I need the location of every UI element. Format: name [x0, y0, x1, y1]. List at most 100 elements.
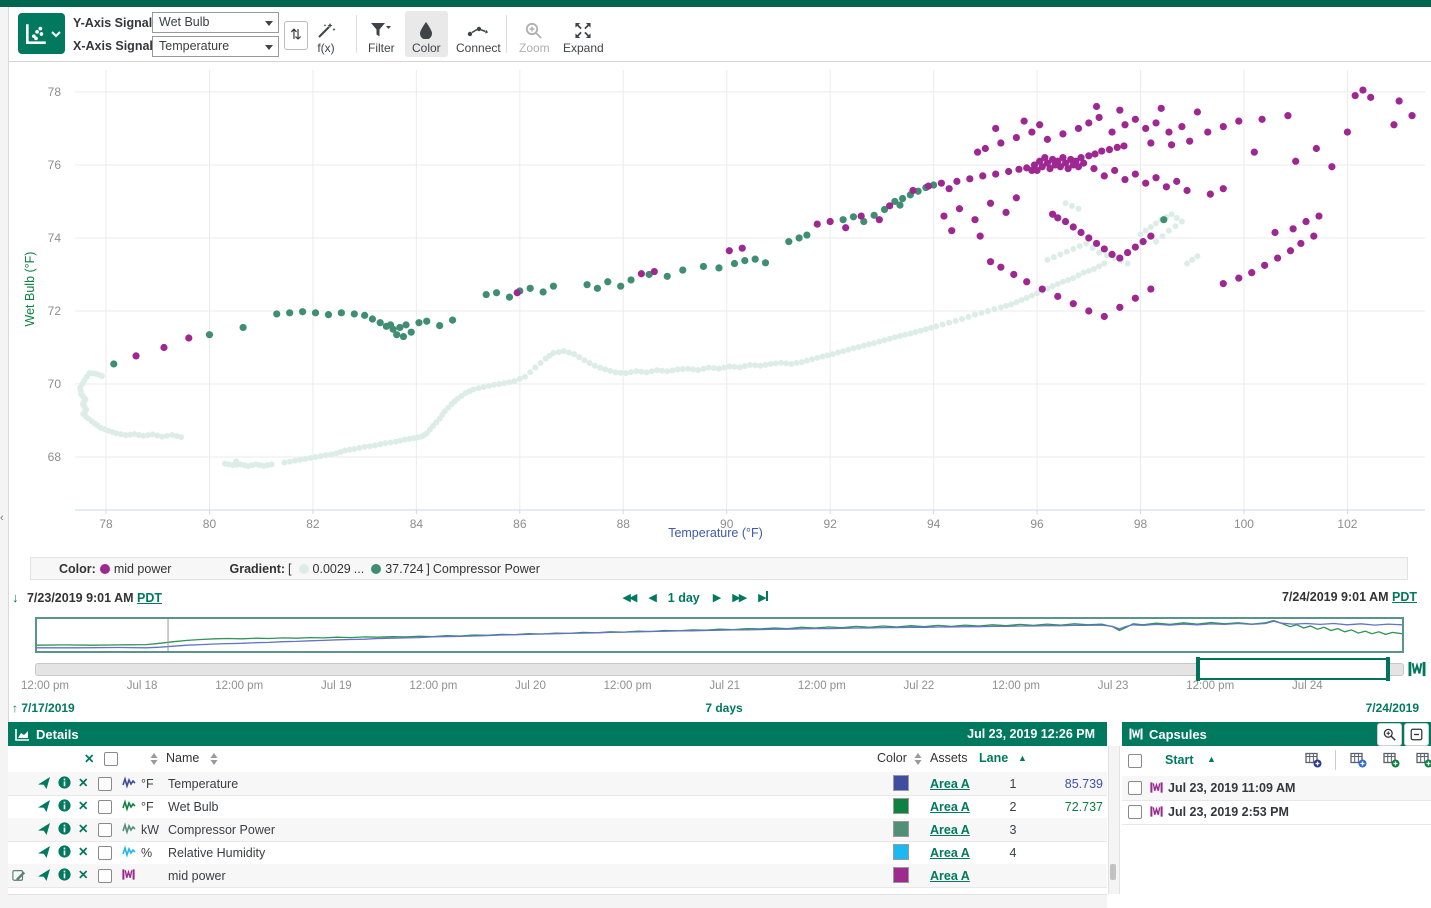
details-horizontal-scrollbar[interactable] [8, 894, 1107, 908]
info-icon[interactable] [58, 822, 71, 838]
row-checkbox[interactable] [98, 777, 112, 791]
asset-link[interactable]: Area A [930, 823, 970, 837]
step-back-button[interactable]: ◀ [648, 592, 657, 604]
left-collapse-rail[interactable]: ‹ [0, 7, 9, 908]
timeline-preview[interactable] [35, 617, 1404, 653]
range-start-timezone-link[interactable]: PDT [137, 591, 163, 605]
collapse-left-icon[interactable]: ‹ [0, 512, 4, 524]
capsule-checkbox[interactable] [1128, 805, 1142, 819]
svg-text:84: 84 [410, 517, 424, 531]
color-swatch[interactable] [893, 775, 909, 791]
remove-all-icon[interactable]: ✕ [84, 752, 95, 766]
step-to-end-button[interactable]: ▶ [758, 589, 768, 607]
filter-button[interactable]: Filter [361, 11, 402, 57]
info-icon[interactable] [58, 776, 71, 792]
color-swatch[interactable] [893, 821, 909, 837]
swap-axes-button[interactable]: ⇅ [284, 21, 308, 50]
row-checkbox[interactable] [98, 846, 112, 860]
info-icon[interactable] [58, 868, 71, 884]
pin-to-trend-icon[interactable] [37, 845, 51, 862]
row-checkbox[interactable] [98, 800, 112, 814]
x-axis-title: Temperature (°F) [668, 526, 763, 540]
window-right-handle[interactable] [1386, 657, 1390, 681]
edit-pencil-icon[interactable] [12, 868, 26, 885]
x-axis-signal-select[interactable]: Temperature [152, 36, 279, 57]
zoom-label: Zoom [519, 41, 550, 55]
color-swatch[interactable] [893, 867, 909, 883]
scrollbar-handle[interactable] [1110, 864, 1116, 880]
fx-tool-button[interactable]: f(x) [309, 11, 343, 57]
pin-to-trend-icon[interactable] [37, 776, 51, 793]
display-range-bar: ↓ 7/23/2019 9:01 AM PDT ◀◀ ◀ 1 day ▶ ▶▶ … [0, 588, 1431, 610]
add-column-blue-button[interactable] [1350, 752, 1367, 771]
column-lane-sorted[interactable]: Lane [979, 751, 1009, 765]
add-column-green-button-2[interactable] [1416, 752, 1431, 771]
zoom-button-disabled[interactable]: Zoom [512, 11, 557, 57]
pin-to-trend-icon[interactable] [37, 799, 51, 816]
color-swatch[interactable] [893, 844, 909, 860]
capsule-time-toggle[interactable] [1408, 660, 1426, 683]
column-assets[interactable]: Assets [930, 751, 968, 765]
select-all-checkbox[interactable] [104, 752, 118, 766]
time-scroll-track[interactable] [35, 663, 1404, 676]
time-tick-label: Jul 23 [1097, 680, 1129, 692]
selected-time-window[interactable] [1196, 657, 1390, 681]
column-color[interactable]: Color [877, 751, 907, 765]
svg-text:102: 102 [1337, 517, 1357, 531]
row-checkbox[interactable] [98, 869, 112, 883]
range-end-timezone-link[interactable]: PDT [1392, 590, 1417, 604]
time-tick-label: 12:00 pm [215, 680, 264, 692]
add-column-button[interactable] [1305, 752, 1322, 771]
step-forward-button[interactable]: ▶ [712, 592, 722, 604]
expand-button[interactable]: Expand [556, 11, 611, 57]
investigate-start-date[interactable]: 7/17/2019 [21, 701, 75, 715]
gradient-high-dot-icon [371, 563, 382, 574]
remove-icon[interactable]: ✕ [78, 845, 89, 859]
scatter-plot[interactable]: 78 80 82 84 86 88 90 92 94 96 98 100 102 68 70 72 74 76 78 [0, 62, 1431, 562]
remove-icon[interactable]: ✕ [78, 799, 89, 813]
range-duration[interactable]: 1 day [667, 591, 700, 605]
connect-button[interactable]: Connect [449, 11, 508, 57]
capsules-collapse-button[interactable] [1404, 722, 1429, 746]
column-start-sorted[interactable]: Start [1165, 753, 1194, 767]
unit-label: % [141, 846, 153, 860]
sort-icon[interactable] [150, 753, 158, 765]
row-checkbox[interactable] [98, 823, 112, 837]
sort-icon[interactable] [914, 753, 922, 765]
column-name[interactable]: Name [166, 751, 200, 765]
step-back-much-button[interactable]: ◀◀ [622, 592, 637, 604]
select-all-capsules-checkbox[interactable] [1128, 754, 1142, 768]
y-axis-title: Wet Bulb (°F) [23, 251, 37, 327]
asset-link[interactable]: Area A [930, 869, 970, 883]
connect-points-icon [468, 26, 489, 37]
y-axis-signal-select[interactable]: Wet Bulb [152, 12, 279, 33]
signal-icon [122, 822, 136, 838]
pin-to-trend-icon[interactable] [37, 868, 51, 885]
pin-to-trend-icon[interactable] [37, 822, 51, 839]
info-icon[interactable] [58, 799, 71, 815]
add-column-green-button[interactable] [1383, 752, 1400, 771]
time-tick-label: 12:00 pm [21, 680, 69, 692]
capsules-zoom-button[interactable] [1377, 722, 1402, 746]
investigate-duration[interactable]: 7 days [705, 701, 743, 715]
capsule-checkbox[interactable] [1128, 781, 1142, 795]
window-left-handle[interactable] [1196, 657, 1200, 681]
scatterplot-tool-button[interactable] [18, 13, 65, 54]
asset-link[interactable]: Area A [930, 777, 970, 791]
toolbar-divider [356, 15, 357, 53]
info-icon[interactable] [58, 845, 71, 861]
gradient-low-value: 0.0029 [312, 561, 351, 576]
step-forward-much-button[interactable]: ▶▶ [732, 592, 747, 604]
remove-icon[interactable]: ✕ [78, 822, 89, 836]
expand-label: Expand [563, 41, 604, 55]
details-vertical-scrollbar[interactable] [1108, 746, 1120, 894]
sort-icon[interactable] [210, 753, 218, 765]
remove-icon[interactable]: ✕ [78, 868, 89, 882]
remove-icon[interactable]: ✕ [78, 776, 89, 790]
asset-link[interactable]: Area A [930, 800, 970, 814]
investigate-end-date[interactable]: 7/24/2019 [1365, 701, 1419, 715]
color-swatch[interactable] [893, 798, 909, 814]
header-divider [1335, 750, 1336, 770]
asset-link[interactable]: Area A [930, 846, 970, 860]
color-button-active[interactable]: Color [405, 11, 448, 57]
